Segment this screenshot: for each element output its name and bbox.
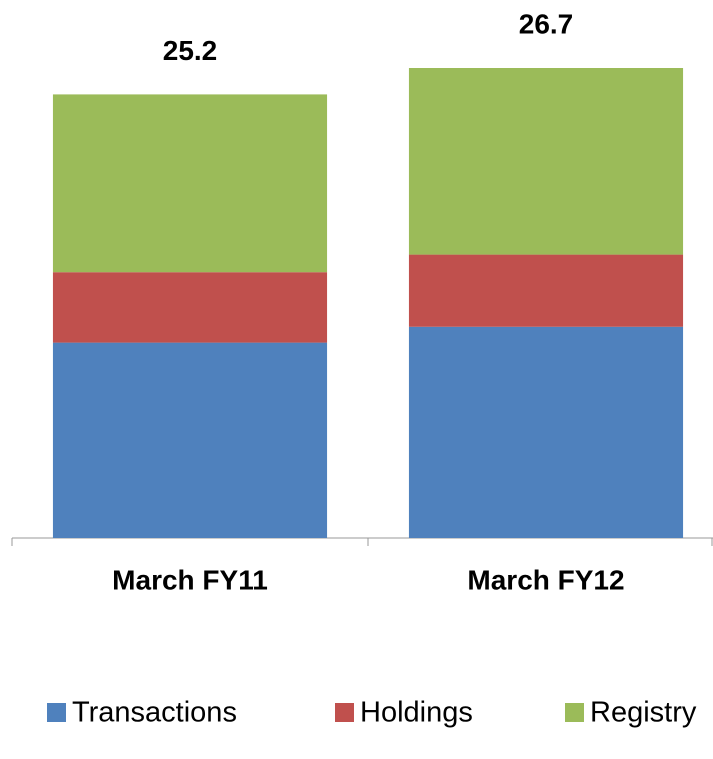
bar-segment xyxy=(52,272,328,343)
total-label: 26.7 xyxy=(519,8,574,39)
legend-label: Transactions xyxy=(72,697,237,729)
bar-segment xyxy=(52,342,328,538)
bar-segment xyxy=(408,254,684,327)
total-label: 25.2 xyxy=(163,35,218,66)
legend-swatch xyxy=(47,703,66,722)
bar-segment xyxy=(408,326,684,538)
legend-label: Holdings xyxy=(360,697,473,729)
legend-label: Registry xyxy=(590,697,697,729)
legend-swatch xyxy=(335,703,354,722)
bar-segment xyxy=(408,68,684,255)
x-tick-label: March FY11 xyxy=(112,564,268,595)
x-tick-label: March FY12 xyxy=(467,564,624,595)
bar-segment xyxy=(52,94,328,273)
legend-swatch xyxy=(565,703,584,722)
